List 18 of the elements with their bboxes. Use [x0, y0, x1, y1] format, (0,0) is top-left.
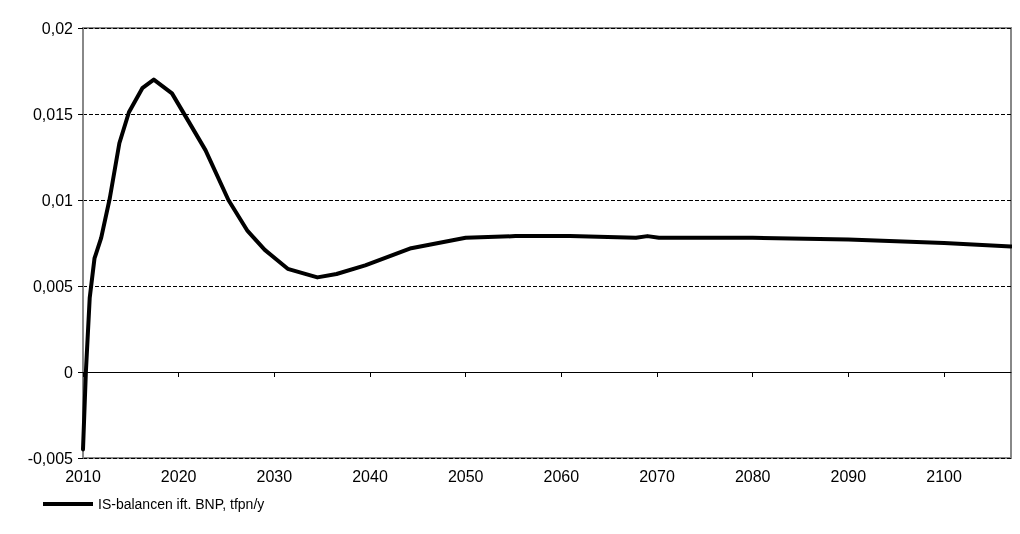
line-series — [81, 77, 1012, 452]
x-tick-label: 2090 — [830, 467, 867, 485]
y-tick-label: 0 — [64, 363, 74, 381]
x-tick-label: 2030 — [256, 467, 293, 485]
y-tick-label: 0,005 — [32, 277, 74, 295]
x-tick-label: 2050 — [447, 467, 484, 485]
y-tick-label: 0,015 — [32, 105, 74, 123]
y-tick-label: -0,005 — [27, 449, 74, 467]
x-tick-label: 2020 — [160, 467, 197, 485]
x-tick-label: 2060 — [543, 467, 580, 485]
x-tick-label: 2100 — [926, 467, 962, 485]
x-tick-label: 2080 — [734, 467, 771, 485]
x-tick-label: 2040 — [352, 467, 388, 485]
y-tick-label: 0,01 — [41, 191, 74, 209]
legend-label: IS-balancen ift. BNP, tfpn/y — [98, 496, 265, 512]
y-tick-label: 0,02 — [41, 19, 74, 37]
x-tick-label: 2070 — [639, 467, 675, 485]
x-tick-label: 2010 — [65, 467, 101, 485]
